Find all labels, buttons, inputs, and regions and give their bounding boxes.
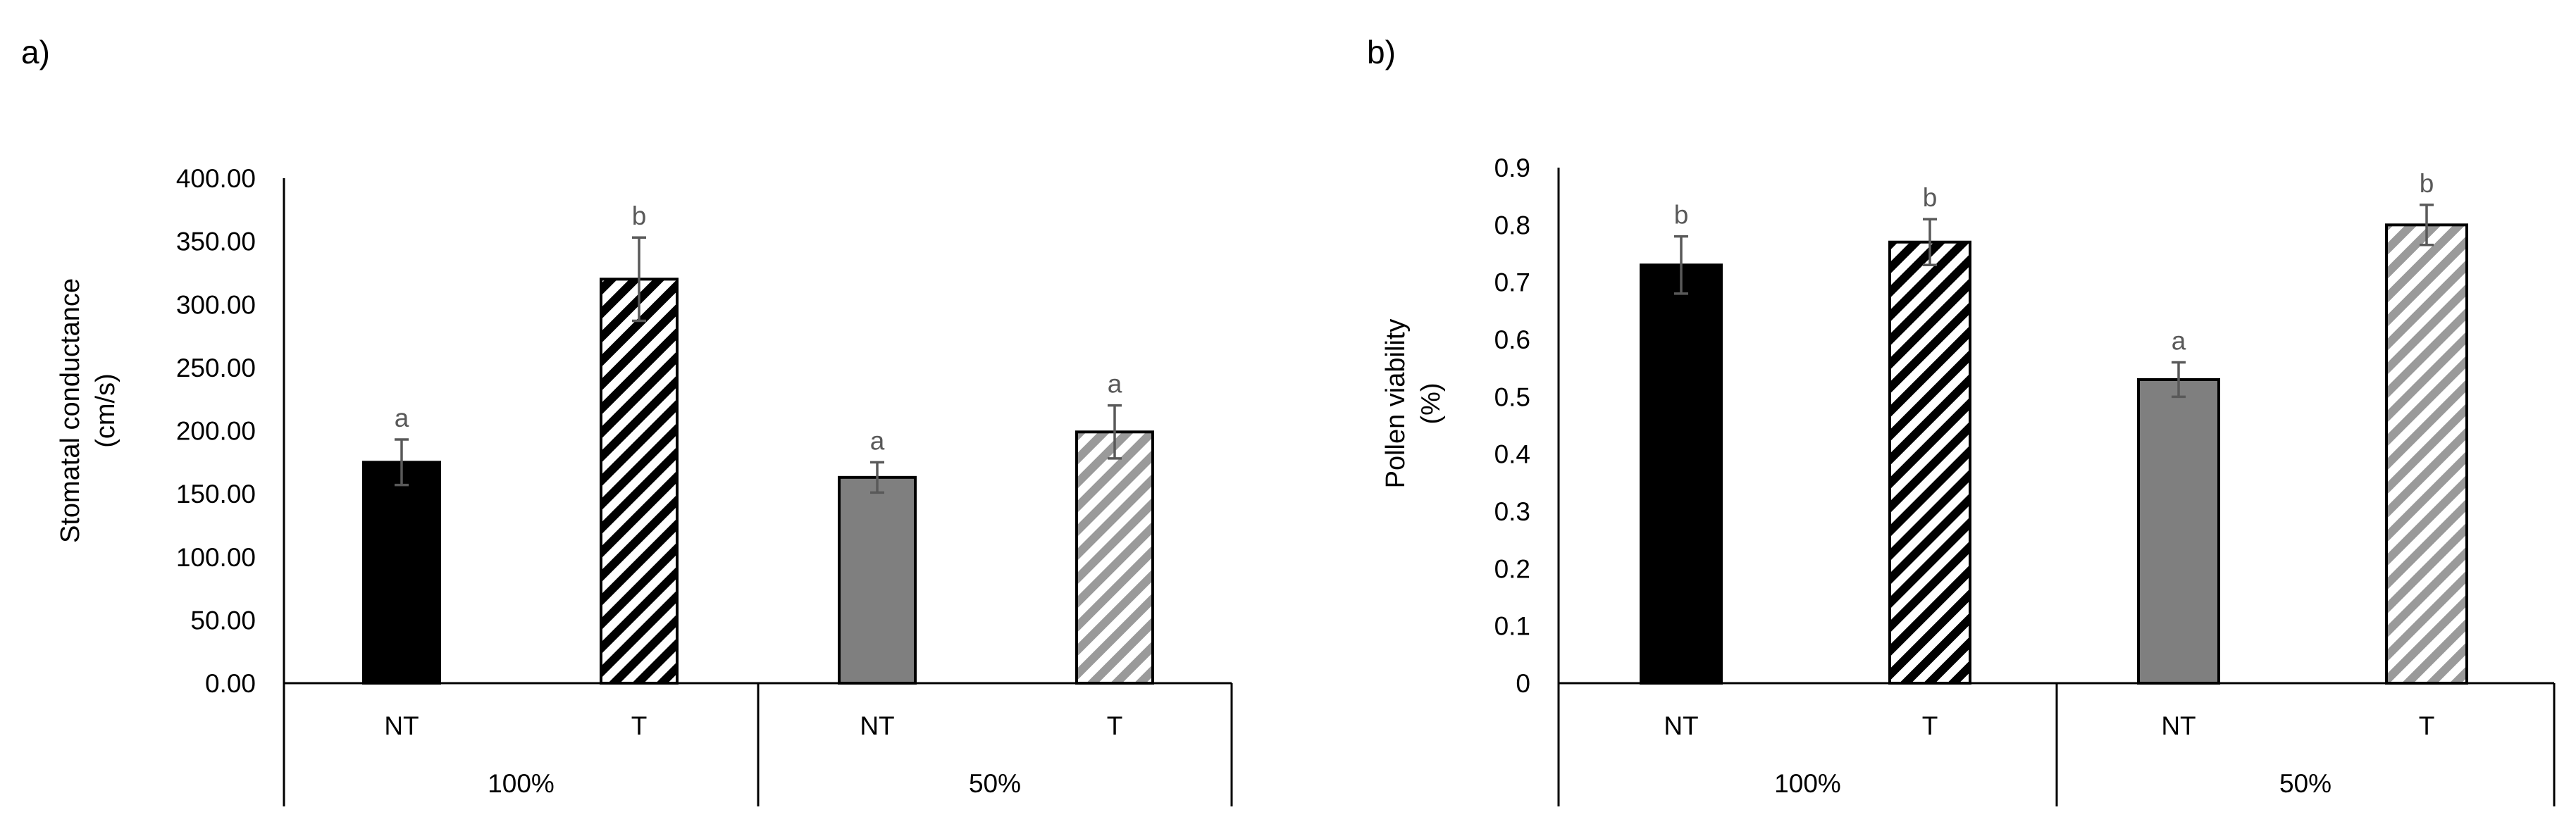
panel-b-bars: b b a b bbox=[1640, 169, 2468, 685]
panel-a-ytick-label: 0.00 bbox=[205, 669, 256, 698]
panel-a-ytick-label: 350.00 bbox=[176, 227, 256, 256]
panel-b-ytick-label: 0.9 bbox=[1494, 154, 1530, 182]
panel-a-label: a) bbox=[21, 34, 50, 70]
panel-b-ytick-label: 0.1 bbox=[1494, 612, 1530, 641]
panel-a-group-label: 50% bbox=[969, 769, 1021, 798]
panel-a-bar bbox=[600, 277, 679, 685]
panel-b-y-ticks: 0 0.1 0.2 0.3 0.4 0.5 0.6 0.7 0.8 0.9 bbox=[1494, 154, 1530, 698]
panel-a-ytick-label: 200.00 bbox=[176, 417, 256, 446]
panel-a-ylabel-line1: Stomatal conductance bbox=[56, 278, 85, 543]
panel-a-significance-letter: a bbox=[870, 426, 885, 455]
panel-a-ylabel-line2: (cm/s) bbox=[91, 373, 120, 448]
panel-a-error-bar bbox=[870, 461, 884, 494]
panel-a-bar bbox=[1075, 430, 1154, 685]
panel-b-bar bbox=[1640, 263, 1723, 685]
panel-b-significance-letter: a bbox=[2172, 327, 2186, 356]
panel-b-label: b) bbox=[1367, 34, 1396, 70]
panel-a-category-label: NT bbox=[860, 711, 894, 740]
panel-b-ytick-label: 0.8 bbox=[1494, 211, 1530, 239]
panel-a-category-label: T bbox=[631, 711, 648, 740]
panel-a-ytick-label: 400.00 bbox=[176, 164, 256, 193]
panel-a-category-label: T bbox=[1107, 711, 1123, 740]
panel-a-group-label: 100% bbox=[488, 769, 555, 798]
panel-a-significance-letter: a bbox=[1108, 370, 1122, 399]
panel-b-bar bbox=[2385, 223, 2468, 685]
panel-a-ytick-label: 150.00 bbox=[176, 480, 256, 509]
panel-b-ytick-label: 0 bbox=[1516, 669, 1530, 698]
panel-b-ytick-label: 0.3 bbox=[1494, 497, 1530, 526]
panel-b-ytick-label: 0.4 bbox=[1494, 440, 1530, 469]
panel-a-bar bbox=[362, 461, 441, 685]
panel-b-category-label: NT bbox=[1664, 711, 1698, 740]
panel-b-ylabel-line1: Pollen viability bbox=[1381, 319, 1411, 489]
panel-a-significance-letter: b bbox=[632, 201, 647, 230]
panel-b-error-bar bbox=[2172, 361, 2186, 399]
panel-a-error-bar bbox=[632, 236, 646, 323]
panel-b-group-label: 50% bbox=[2279, 769, 2332, 798]
panel-b-error-bar bbox=[1674, 235, 1688, 295]
panel-b-ylabel-line2: (%) bbox=[1416, 382, 1446, 424]
panel-b-ytick-label: 0.2 bbox=[1494, 554, 1530, 583]
panel-b-significance-letter: b bbox=[1923, 183, 1938, 212]
panel-b-error-bar bbox=[2420, 204, 2434, 247]
panel-a-ytick-label: 300.00 bbox=[176, 290, 256, 319]
panel-a-bars: a b a a bbox=[362, 201, 1154, 685]
panel-b-category-label: NT bbox=[2161, 711, 2196, 740]
panel-b-error-bar bbox=[1923, 218, 1937, 267]
panel-a-significance-letter: a bbox=[395, 404, 409, 432]
panel-a-error-bar bbox=[1108, 404, 1122, 460]
panel-b-ytick-label: 0.6 bbox=[1494, 325, 1530, 354]
panel-b-bar bbox=[1888, 240, 1971, 685]
panel-b-bar bbox=[2137, 378, 2220, 685]
panel-a-bar bbox=[838, 475, 917, 685]
panel-a-ytick-label: 50.00 bbox=[190, 606, 256, 635]
panel-a-error-bar bbox=[395, 438, 409, 487]
panel-b-axes bbox=[1557, 168, 2556, 806]
panel-b-ytick-label: 0.7 bbox=[1494, 268, 1530, 297]
panel-a-ytick-label: 100.00 bbox=[176, 543, 256, 572]
panel-b-x-labels: NT T NT T 100% 50% bbox=[1664, 711, 2434, 798]
panel-a-chart: a) Stomatal conductance (cm/s) 0.00 50.00… bbox=[21, 34, 1233, 806]
panel-a-y-ticks: 0.00 50.00 100.00 150.00 200.00 250.00 300.00 3… bbox=[176, 164, 256, 698]
panel-b-significance-letter: b bbox=[1674, 201, 1689, 230]
panel-b-significance-letter: b bbox=[2420, 169, 2434, 198]
panel-b-category-label: T bbox=[1922, 711, 1938, 740]
panel-b-category-label: T bbox=[2419, 711, 2435, 740]
panel-b-chart: b) Pollen viability (%) 0 0.1 0.2 0.3 0.4 0.5… bbox=[1367, 34, 2556, 806]
panel-b-group-label: 100% bbox=[1774, 769, 1841, 798]
panel-b-ytick-label: 0.5 bbox=[1494, 382, 1530, 411]
panel-a-category-label: NT bbox=[384, 711, 419, 740]
panel-a-x-labels: NT T NT T 100% 50% bbox=[384, 711, 1122, 798]
panel-a-ytick-label: 250.00 bbox=[176, 354, 256, 382]
panel-a-axes bbox=[283, 178, 1233, 806]
